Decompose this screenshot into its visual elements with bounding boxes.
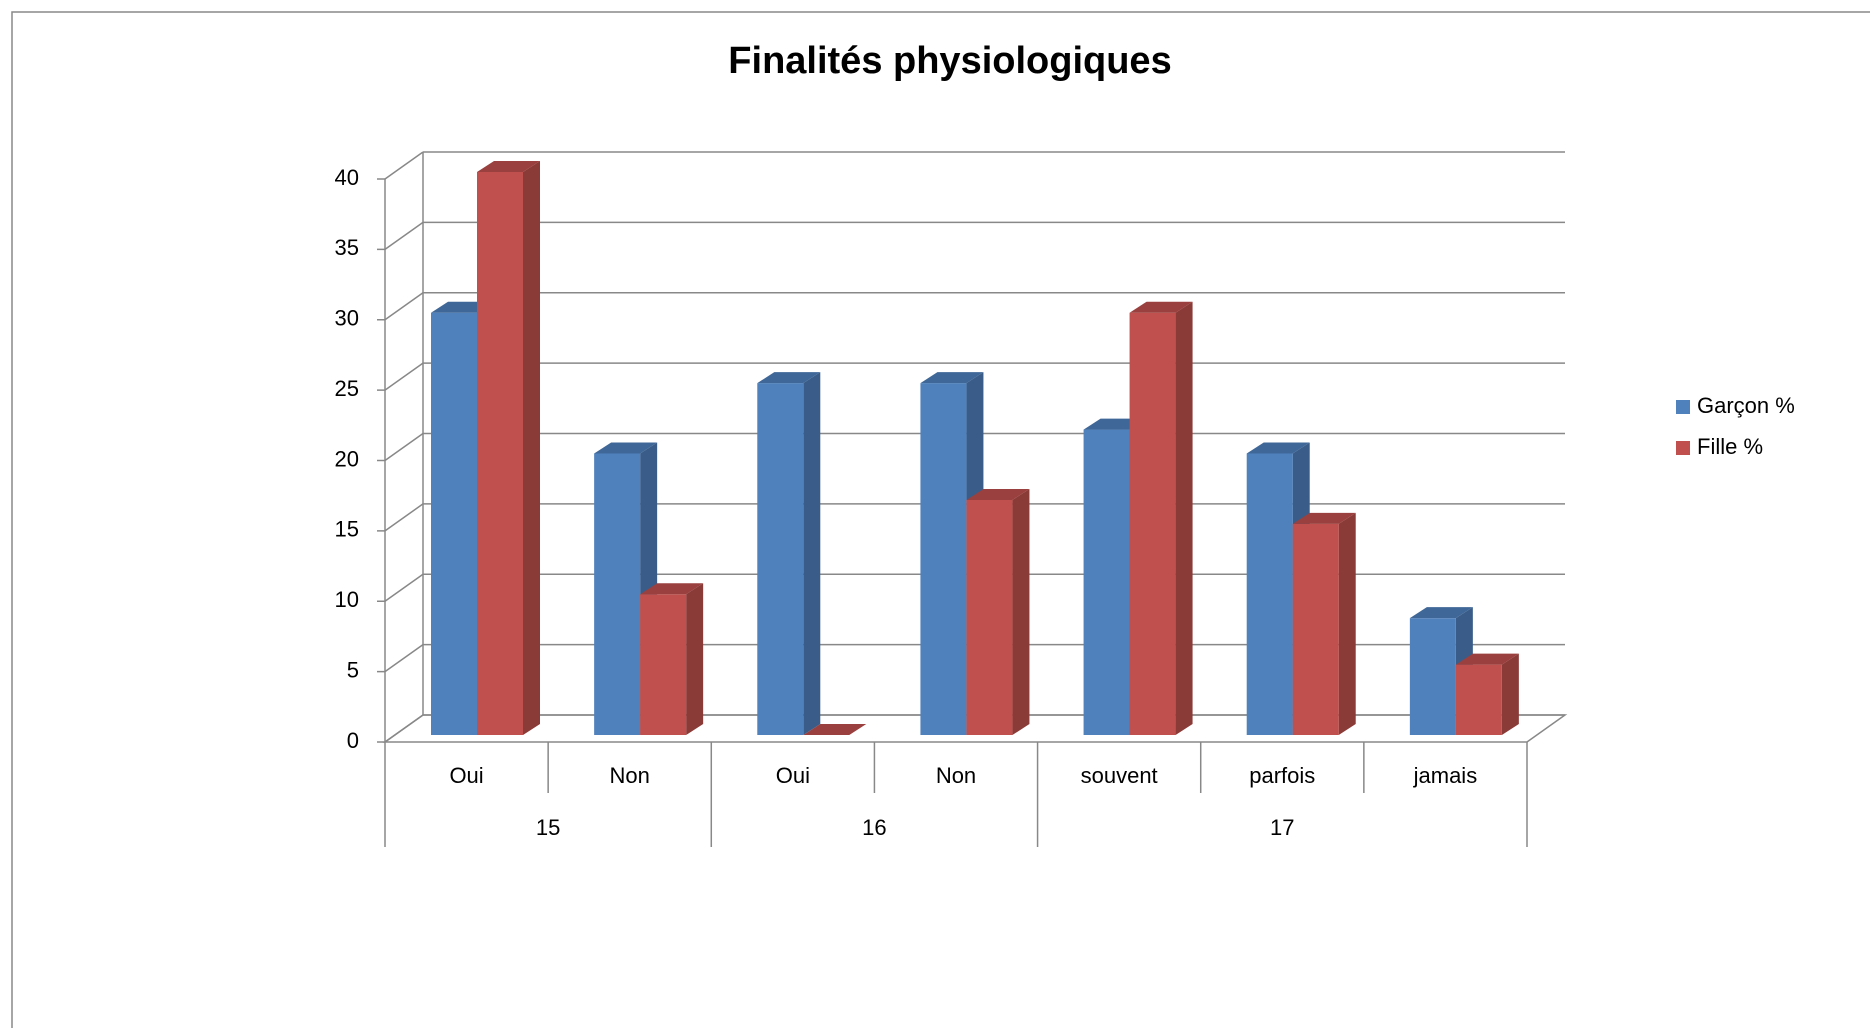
y-tick-label: 20	[335, 446, 359, 471]
bar-top	[1129, 301, 1193, 313]
bar-top	[1292, 512, 1356, 524]
bar	[1129, 312, 1176, 735]
bar	[1083, 429, 1130, 735]
y-tick-label: 35	[335, 235, 359, 260]
bar	[920, 383, 967, 735]
bar-side	[1175, 301, 1193, 735]
grid-line	[384, 644, 424, 673]
x-tick-label: souvent	[1081, 763, 1158, 788]
x-tick-label: Non	[610, 763, 650, 788]
bar-side	[803, 372, 821, 735]
grid-line	[384, 292, 424, 321]
bar-side	[523, 161, 540, 735]
y-tick-label: 30	[335, 306, 359, 331]
bar	[477, 172, 523, 735]
bar-top	[920, 372, 984, 384]
bar-side	[686, 583, 704, 735]
bar-side	[1338, 512, 1356, 735]
y-tick-label: 25	[335, 376, 359, 401]
x-tick-label: jamais	[1413, 763, 1478, 788]
grid-line	[384, 503, 424, 532]
x-tick-label: parfois	[1249, 763, 1315, 788]
legend-swatch	[1676, 400, 1690, 414]
x-tick-label: Non	[936, 763, 976, 788]
bar	[1455, 664, 1502, 735]
group-label: 17	[1270, 815, 1294, 840]
bar-top	[594, 442, 658, 454]
bar	[640, 594, 687, 735]
grid-line	[384, 432, 424, 462]
y-tick-label: 10	[335, 587, 359, 612]
bar-top	[966, 488, 1030, 500]
bar-top	[803, 724, 867, 735]
chart-title: Finalités physiologiques	[728, 40, 1171, 82]
grid-line	[384, 151, 424, 180]
legend-label: Garçon %	[1697, 393, 1795, 418]
bar-side	[1501, 653, 1519, 735]
bar-top	[757, 372, 821, 384]
y-tick-label: 5	[347, 657, 359, 682]
x-tick-label: Oui	[776, 763, 810, 788]
bar-top	[1455, 653, 1519, 665]
legend-swatch	[1676, 441, 1690, 455]
y-tick-label: 0	[347, 728, 359, 753]
grid-line	[384, 714, 424, 743]
grid-line	[384, 573, 424, 602]
bar-top	[477, 161, 540, 172]
bar	[757, 383, 804, 735]
grid-line	[384, 362, 424, 391]
y-tick-label: 40	[335, 165, 359, 190]
group-label: 16	[862, 815, 886, 840]
bar	[594, 453, 641, 735]
x-tick-label: Oui	[449, 763, 483, 788]
bar-top	[640, 583, 704, 595]
bar-top	[1246, 442, 1310, 454]
bar-top	[1409, 607, 1473, 619]
bar	[1409, 618, 1456, 735]
bar-side	[1012, 488, 1030, 735]
bar	[966, 499, 1013, 735]
legend-label: Fille %	[1697, 434, 1763, 459]
group-label: 15	[536, 815, 560, 840]
grid-line	[384, 221, 424, 250]
y-tick-label: 15	[335, 517, 359, 542]
bar	[431, 312, 477, 735]
bar	[1246, 453, 1293, 735]
bar	[1292, 523, 1339, 735]
